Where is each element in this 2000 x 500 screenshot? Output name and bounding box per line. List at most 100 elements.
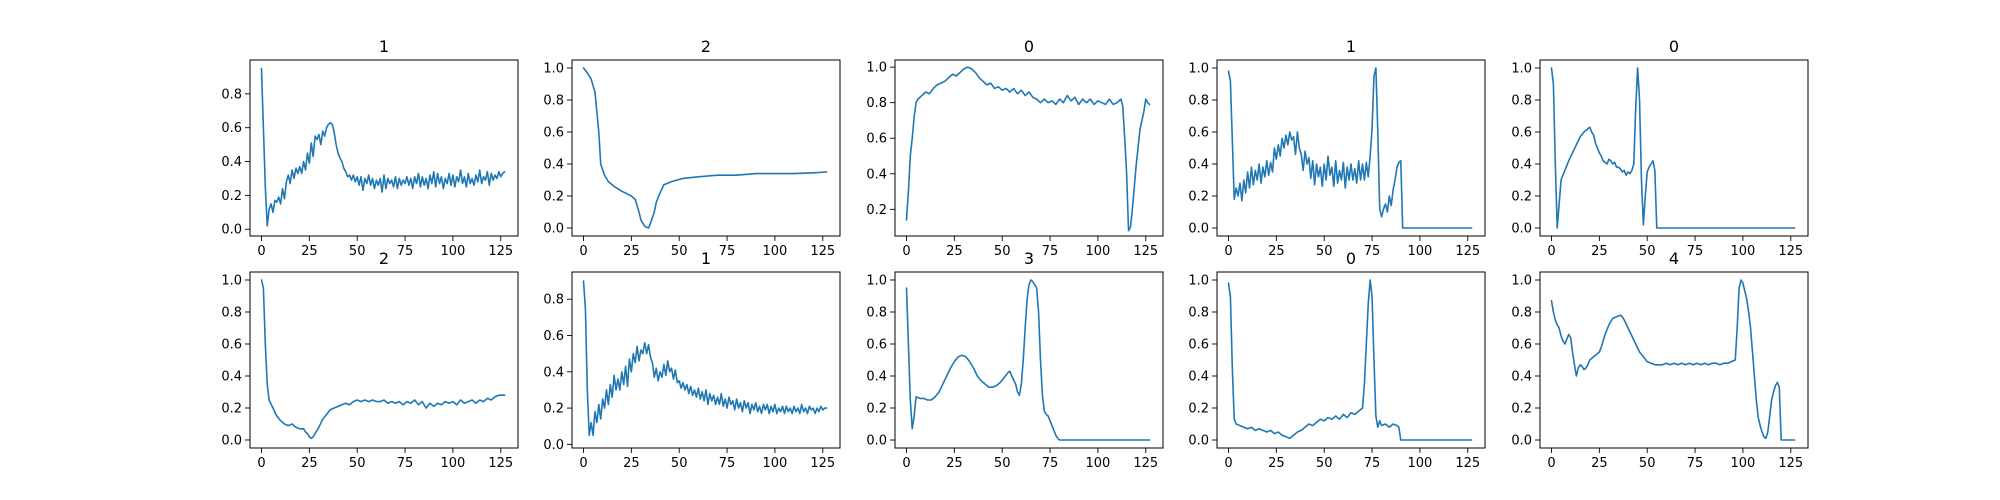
axes-frame	[1539, 271, 1809, 449]
y-tick-label: 0.6	[1188, 126, 1209, 141]
subplot-9: 0 0 25 50 75 100 125 0.0 0.2 0.4 0.6 0.8 1.0	[1188, 249, 1486, 471]
subplot-title: 0	[1669, 37, 1679, 56]
subplot-5: 0 0 25 50 75 100 125 0.0 0.2 0.4 0.6 0.8 1.0	[1511, 37, 1809, 259]
x-tick-label: 50	[994, 456, 1011, 471]
axes-frame	[1539, 59, 1809, 237]
x-tick-label: 0	[257, 244, 265, 259]
y-tick-label: 0.8	[543, 293, 564, 308]
x-tick-label: 50	[1639, 244, 1656, 259]
x-tick-label: 25	[1591, 456, 1608, 471]
x-tick-label: 100	[1731, 456, 1756, 471]
series-line	[1227, 279, 1473, 441]
series-line	[260, 279, 506, 440]
x-tick-label: 25	[946, 456, 963, 471]
subplot-6: 2 0 25 50 75 100 125 0.0 0.2 0.4 0.6 0.8 1.0	[221, 249, 519, 471]
x-tick-label: 25	[623, 244, 640, 259]
subplot-title: 1	[701, 249, 711, 268]
y-tick-label: 1.0	[1511, 274, 1532, 289]
axes-frame	[571, 271, 841, 449]
axes-frame	[894, 271, 1164, 449]
x-tick-label: 50	[349, 456, 366, 471]
y-tick-label: 0.6	[221, 121, 242, 136]
x-tick-label: 100	[441, 244, 466, 259]
subplot-4: 1 0 25 50 75 100 125 0.0 0.2 0.4 0.6 0.8 1.0	[1188, 37, 1486, 259]
subplot-7: 1 0 25 50 75 100 125 0.0 0.2 0.4 0.6 0.8	[543, 249, 841, 471]
y-tick-label: 0.2	[543, 190, 564, 205]
y-tick-label: 0.0	[1511, 222, 1532, 237]
series-line	[1550, 279, 1796, 441]
y-tick-label: 0.6	[543, 329, 564, 344]
x-tick-label: 100	[1086, 244, 1111, 259]
y-tick-label: 0.4	[866, 370, 887, 385]
axes-frame	[571, 59, 841, 237]
series-line	[260, 67, 506, 227]
axes-frame	[249, 271, 519, 449]
series-line	[1227, 67, 1473, 229]
x-tick-label: 50	[671, 244, 688, 259]
y-tick-label: 0.8	[1511, 306, 1532, 321]
x-tick-label: 125	[488, 456, 513, 471]
x-tick-label: 50	[349, 244, 366, 259]
y-tick-label: 0.0	[1511, 434, 1532, 449]
x-tick-label: 75	[1687, 244, 1704, 259]
x-tick-label: 50	[1316, 244, 1333, 259]
subplot-title: 2	[701, 37, 711, 56]
x-tick-label: 125	[488, 244, 513, 259]
y-tick-label: 0.6	[866, 132, 887, 147]
x-tick-label: 25	[301, 456, 318, 471]
y-tick-label: 0.2	[1511, 190, 1532, 205]
y-tick-label: 0.8	[866, 96, 887, 111]
x-tick-label: 100	[1731, 244, 1756, 259]
x-tick-label: 0	[1547, 456, 1555, 471]
subplot-10: 4 0 25 50 75 100 125 0.0 0.2 0.4 0.6 0.8 1.0	[1511, 249, 1809, 471]
axes-frame	[894, 59, 1164, 237]
y-tick-label: 0.2	[866, 203, 887, 218]
x-tick-label: 100	[763, 456, 788, 471]
subplot-title: 0	[1024, 37, 1034, 56]
subplot-title: 2	[379, 249, 389, 268]
y-tick-label: 0.4	[1511, 158, 1532, 173]
series-line	[582, 280, 828, 437]
axes-frame	[1216, 59, 1486, 237]
y-tick-label: 0.8	[543, 94, 564, 109]
subplot-title: 1	[379, 37, 389, 56]
y-tick-label: 0.6	[543, 126, 564, 141]
y-tick-label: 0.8	[221, 306, 242, 321]
x-tick-label: 0	[902, 456, 910, 471]
y-tick-label: 0.8	[1188, 94, 1209, 109]
series-line	[905, 279, 1151, 441]
x-tick-label: 125	[810, 456, 835, 471]
subplot-title: 4	[1669, 249, 1679, 268]
subplot-1: 1 0 25 50 75 100 125 0.0 0.2 0.4 0.6 0.8	[221, 37, 519, 259]
y-tick-label: 0.2	[1511, 402, 1532, 417]
x-tick-label: 125	[1133, 456, 1158, 471]
x-tick-label: 100	[1408, 456, 1433, 471]
x-tick-label: 100	[1408, 244, 1433, 259]
y-tick-label: 0.4	[543, 158, 564, 173]
x-tick-label: 25	[1268, 244, 1285, 259]
y-tick-label: 0.4	[543, 365, 564, 380]
x-tick-label: 75	[1042, 244, 1059, 259]
y-tick-label: 0.6	[1511, 126, 1532, 141]
y-tick-label: 0.0	[1188, 434, 1209, 449]
subplot-title: 0	[1346, 249, 1356, 268]
y-tick-label: 0.0	[543, 222, 564, 237]
y-tick-label: 0.8	[866, 306, 887, 321]
axes-frame	[1216, 271, 1486, 449]
x-tick-label: 0	[257, 456, 265, 471]
x-tick-label: 0	[902, 244, 910, 259]
x-tick-label: 125	[1778, 244, 1803, 259]
y-tick-label: 0.6	[866, 338, 887, 353]
x-tick-label: 125	[1455, 456, 1480, 471]
x-tick-label: 100	[763, 244, 788, 259]
y-tick-label: 0.4	[221, 370, 242, 385]
y-tick-label: 0.0	[221, 434, 242, 449]
x-tick-label: 75	[719, 456, 736, 471]
x-tick-label: 75	[1687, 456, 1704, 471]
y-tick-label: 0.4	[866, 167, 887, 182]
y-tick-label: 0.4	[221, 155, 242, 170]
y-tick-label: 0.0	[866, 434, 887, 449]
y-tick-label: 0.2	[1188, 402, 1209, 417]
x-tick-label: 25	[1591, 244, 1608, 259]
x-tick-label: 0	[1547, 244, 1555, 259]
